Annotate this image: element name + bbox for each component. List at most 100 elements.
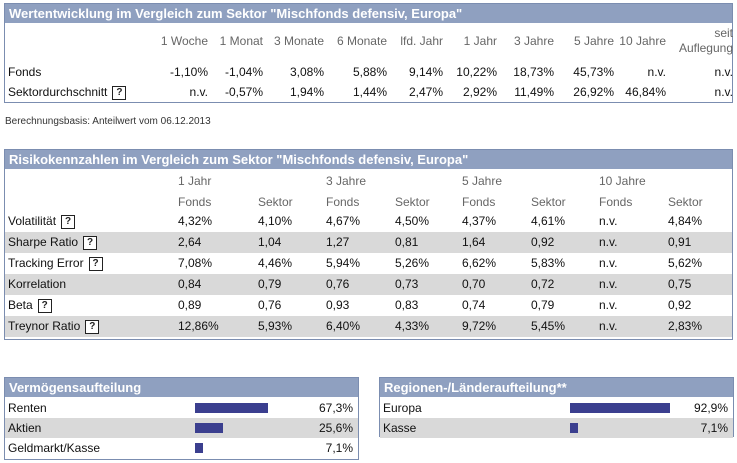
performance-panel: Wertentwicklung im Vergleich zum Sektor … (4, 3, 733, 103)
help-icon[interactable]: ? (85, 319, 100, 334)
period-header: 5 Jahre (462, 174, 503, 188)
row-label-text: Fonds (8, 65, 42, 79)
help-icon[interactable]: ? (61, 214, 76, 229)
item-label: Renten (8, 401, 47, 415)
help-icon[interactable]: ? (37, 298, 52, 313)
table-cell: n.v. (714, 65, 733, 79)
subcolumn-header: Sektor (668, 195, 703, 209)
table-cell: 0,76 (258, 298, 282, 312)
table-cell: 45,73% (573, 65, 614, 79)
table-cell: 4,32% (178, 214, 213, 228)
item-value: 67,3% (318, 401, 353, 415)
table-cell: 0,92 (668, 298, 692, 312)
list-item: Geldmarkt/Kasse 7,1% (5, 438, 358, 458)
table-row: Fonds -1,10% -1,04% 3,08% 5,88% 9,14% 10,22% 18… (5, 62, 733, 83)
region-allocation-panel: Regionen-/Länderaufteilung** Europa 92,9%… (379, 377, 734, 438)
table-cell: 7,08% (178, 256, 213, 270)
row-label-text: Tracking Error (8, 256, 84, 270)
help-icon[interactable]: ? (112, 85, 127, 100)
row-label-text: Volatilität (8, 214, 57, 228)
table-cell: 3,08% (289, 65, 324, 79)
table-cell: 0,79 (258, 277, 282, 291)
table-cell: 1,94% (289, 85, 324, 99)
share-bar (195, 443, 203, 453)
table-cell: 0,72 (531, 277, 555, 291)
table-cell: n.v. (714, 85, 733, 99)
table-cell: 1,44% (352, 85, 387, 99)
help-icon[interactable]: ? (88, 256, 103, 271)
table-cell: 6,40% (326, 319, 361, 333)
item-label: Aktien (8, 421, 42, 435)
table-cell: n.v. (599, 298, 618, 312)
column-header: 3 Monate (273, 34, 324, 48)
subcolumn-header: Sektor (531, 195, 566, 209)
table-cell: 2,47% (408, 85, 443, 99)
period-header: 3 Jahre (326, 174, 367, 188)
column-header: 6 Monate (336, 34, 387, 48)
item-label: Europa (383, 401, 422, 415)
asset-allocation-panel: Vermögensaufteilung Renten 67,3% Aktien 25,… (4, 377, 359, 460)
share-bar (570, 423, 578, 433)
table-cell: n.v. (599, 214, 618, 228)
table-cell: 0,83 (395, 298, 419, 312)
table-cell: 4,61% (531, 214, 566, 228)
table-cell: 18,73% (513, 65, 554, 79)
list-item: Aktien 25,6% (5, 418, 358, 438)
table-cell: 5,45% (531, 319, 566, 333)
table-cell: 0,79 (531, 298, 555, 312)
table-cell: 0,81 (395, 235, 419, 249)
row-label: Tracking Error? (8, 253, 103, 274)
table-cell: 4,50% (395, 214, 430, 228)
share-bar (195, 403, 268, 413)
table-row: Sharpe Ratio? 2,64 1,04 1,27 0,81 1,64 0,92 n.v… (5, 232, 732, 253)
column-header: 3 Jahre (513, 34, 554, 48)
column-header: Auflegung (678, 41, 733, 55)
table-cell: 0,89 (178, 298, 202, 312)
table-cell: 4,84% (668, 214, 703, 228)
item-value: 7,1% (325, 441, 353, 455)
row-label: Sektordurchschnitt? (8, 82, 127, 103)
table-row: Volatilität? 4,32% 4,10% 4,67% 4,50% 4,37% 4,6… (5, 211, 732, 232)
table-cell: -1,10% (169, 65, 208, 79)
table-cell: 6,62% (462, 256, 497, 270)
help-icon[interactable]: ? (83, 235, 98, 250)
column-header: 10 Jahre (619, 34, 666, 48)
table-cell: 5,93% (258, 319, 293, 333)
row-label-text: Sharpe Ratio (8, 235, 79, 249)
share-bar (195, 423, 223, 433)
table-row: Tracking Error? 7,08% 4,46% 5,94% 5,26% 6,62%… (5, 253, 732, 274)
list-item: Kasse 7,1% (380, 418, 733, 438)
table-cell: 0,76 (326, 277, 350, 291)
column-header: 1 Monat (219, 34, 263, 48)
subcolumn-header: Fonds (462, 195, 496, 209)
table-cell: n.v. (599, 277, 618, 291)
asset-allocation-title: Vermögensaufteilung (5, 378, 358, 397)
row-label: Sharpe Ratio? (8, 232, 98, 253)
table-cell: 4,37% (462, 214, 497, 228)
table-row: Beta? 0,89 0,76 0,93 0,83 0,74 0,79 n.v. 0,92 (5, 295, 732, 316)
table-cell: 0,73 (395, 277, 419, 291)
item-label: Geldmarkt/Kasse (8, 441, 101, 455)
table-cell: 1,64 (462, 235, 486, 249)
table-cell: 5,94% (326, 256, 361, 270)
table-cell: 1,27 (326, 235, 350, 249)
column-header: seit (714, 26, 733, 40)
table-row: Korrelation 0,84 0,79 0,76 0,73 0,70 0,72 n.v. 0… (5, 274, 732, 295)
subcolumn-header: Sektor (258, 195, 293, 209)
table-cell: 46,84% (625, 85, 666, 99)
table-cell: 11,49% (514, 85, 554, 99)
table-cell: 4,67% (326, 214, 361, 228)
subcolumn-header: Sektor (395, 195, 430, 209)
table-cell: n.v. (599, 235, 618, 249)
table-cell: 5,88% (352, 65, 387, 79)
table-cell: 4,33% (395, 319, 430, 333)
row-label: Beta? (8, 295, 52, 316)
table-cell: 10,22% (456, 65, 497, 79)
table-cell: 12,86% (178, 319, 219, 333)
table-cell: 4,10% (258, 214, 293, 228)
row-label-text: Sektordurchschnitt (8, 85, 108, 99)
column-header: lfd. Jahr (400, 34, 443, 48)
column-header: 1 Jahr (463, 34, 497, 48)
period-header: 1 Jahr (178, 174, 212, 188)
row-label: Fonds (8, 62, 41, 83)
